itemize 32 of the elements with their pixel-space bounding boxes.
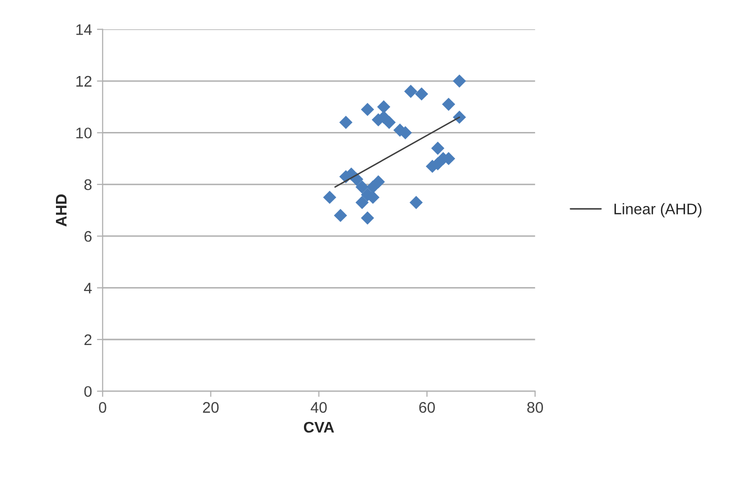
point bbox=[377, 100, 390, 114]
x-tick-label: 60 bbox=[419, 402, 435, 413]
point bbox=[356, 196, 369, 210]
point bbox=[452, 74, 466, 88]
y-tick-label: 6 bbox=[84, 230, 92, 242]
point bbox=[339, 116, 352, 129]
point bbox=[356, 180, 369, 194]
point bbox=[414, 87, 428, 101]
point bbox=[382, 116, 396, 129]
y-tick-label: 10 bbox=[76, 128, 92, 138]
legend-label: Linear (AHD) bbox=[614, 203, 702, 218]
point bbox=[360, 102, 374, 116]
point bbox=[372, 175, 385, 188]
point bbox=[360, 211, 374, 225]
x-tick-label: 40 bbox=[310, 402, 327, 413]
x-axis-title: CVA bbox=[304, 422, 334, 433]
x-tick-label: 20 bbox=[203, 402, 219, 413]
point bbox=[323, 190, 336, 204]
point bbox=[404, 84, 418, 98]
point bbox=[410, 196, 423, 210]
y-tick-label: 14 bbox=[76, 24, 92, 35]
x-tick-label: 0 bbox=[98, 402, 106, 413]
point bbox=[442, 98, 456, 111]
y-tick-label: 4 bbox=[84, 282, 92, 294]
point bbox=[334, 208, 348, 222]
y-tick-label: 2 bbox=[84, 334, 92, 346]
y-tick-label: 0 bbox=[84, 386, 92, 397]
y-axis-title: AHD bbox=[56, 194, 66, 226]
point bbox=[431, 142, 444, 155]
y-tick-label: 8 bbox=[84, 179, 92, 190]
x-tick-label: 80 bbox=[527, 402, 543, 413]
y-tick-label: 12 bbox=[76, 76, 92, 87]
